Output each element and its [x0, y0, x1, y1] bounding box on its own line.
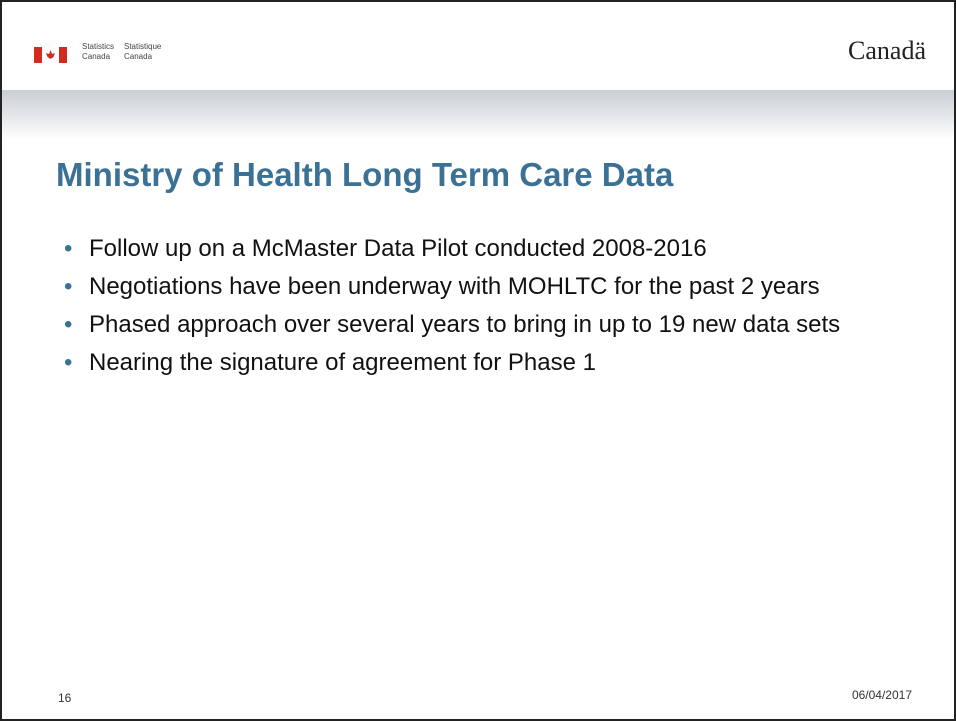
agency-en: Statistics Canada — [82, 42, 114, 62]
flag — [34, 47, 67, 63]
bullet: Phased approach over several years to br… — [64, 310, 894, 339]
bullet: Follow up on a McMaster Data Pilot condu… — [64, 234, 894, 263]
agency-fr: Statistique Canada — [124, 42, 161, 62]
slide-title: Ministry of Health Long Term Care Data — [56, 156, 674, 193]
agency-text: Canada — [124, 52, 153, 61]
agency-text: Statistique — [124, 42, 162, 51]
header-band — [2, 90, 954, 140]
agency-text: Canada — [82, 52, 111, 61]
agency-text: Statistics — [82, 42, 115, 51]
bullet: Negotiations have been underway with MOH… — [64, 272, 894, 301]
page-number: 16 — [58, 691, 72, 705]
wordmark: Canadä — [848, 36, 926, 65]
date: 06/04/2017 — [851, 688, 912, 702]
bullet-list: Follow up on a McMaster Data Pilot condu… — [64, 234, 894, 386]
bullet: Nearing the signature of agreement for P… — [64, 348, 894, 377]
